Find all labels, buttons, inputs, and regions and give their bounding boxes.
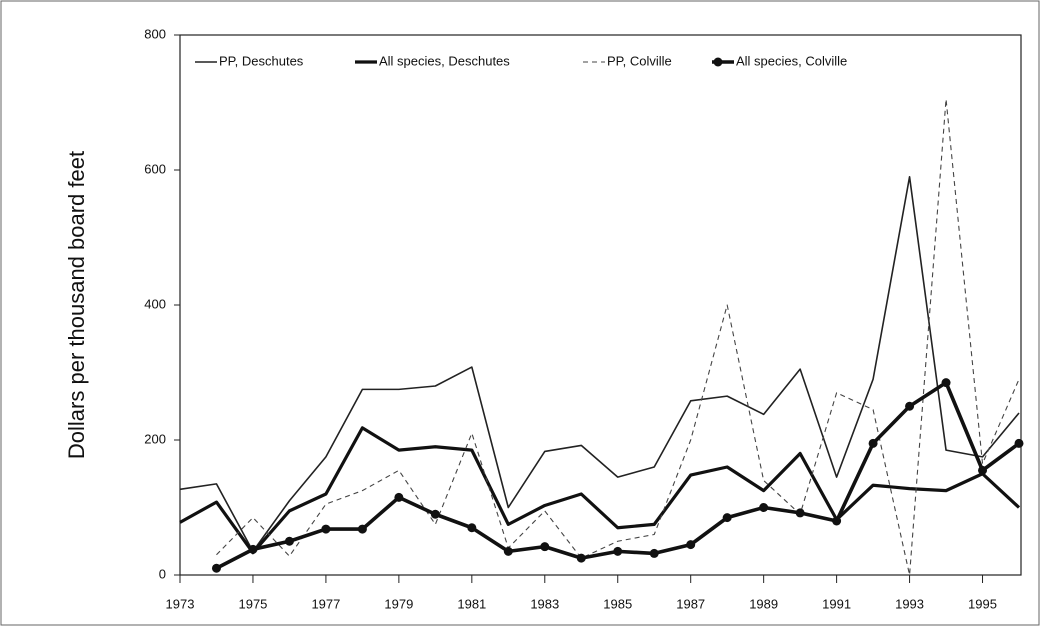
series-marker (248, 544, 258, 554)
series-marker (430, 509, 440, 519)
series-marker (576, 553, 586, 563)
y-tick-label: 0 (159, 566, 166, 581)
series-line (216, 98, 1020, 576)
series-marker (357, 524, 367, 534)
series-marker (211, 563, 221, 573)
plot-area (179, 34, 1022, 576)
series-marker (868, 438, 878, 448)
y-tick-label: 600 (144, 161, 166, 176)
series-marker (540, 542, 550, 552)
series-marker (832, 516, 842, 526)
x-tick-label: 1973 (166, 596, 195, 611)
x-tick-label: 1989 (749, 596, 778, 611)
x-tick-label: 1987 (676, 596, 705, 611)
x-tick-label: 1995 (968, 596, 997, 611)
y-tick-label: 200 (144, 431, 166, 446)
series-marker (321, 524, 331, 534)
series-marker (759, 503, 769, 512)
series-marker (394, 492, 404, 502)
series-marker (649, 548, 659, 558)
legend-label: All species, Deschutes (379, 53, 510, 68)
y-tick-label: 400 (144, 296, 166, 311)
y-tick-label: 800 (144, 26, 166, 41)
series-marker (686, 540, 696, 550)
legend-label: PP, Colville (607, 53, 672, 68)
series-marker (1014, 438, 1024, 448)
series-line (179, 175, 1020, 553)
legend-marker (713, 57, 723, 67)
series-marker (722, 513, 732, 523)
x-tick-label: 1981 (457, 596, 486, 611)
series-marker (613, 546, 623, 556)
x-tick-label: 1991 (822, 596, 851, 611)
x-tick-label: 1983 (530, 596, 559, 611)
x-tick-label: 1985 (603, 596, 632, 611)
series-marker (978, 465, 988, 475)
series-marker (467, 523, 477, 533)
series-marker (795, 508, 805, 518)
x-tick-label: 1975 (238, 596, 267, 611)
series-marker (503, 546, 513, 556)
x-tick-label: 1993 (895, 596, 924, 611)
x-tick-label: 1979 (384, 596, 413, 611)
series-marker (941, 378, 951, 388)
series-marker (905, 401, 915, 411)
legend-label: PP, Deschutes (219, 53, 304, 68)
series-line (179, 426, 1021, 555)
y-axis-title: Dollars per thousand board feet (64, 151, 89, 459)
x-tick-label: 1977 (311, 596, 340, 611)
legend-label: All species, Colville (736, 53, 847, 68)
series-marker (284, 536, 294, 546)
